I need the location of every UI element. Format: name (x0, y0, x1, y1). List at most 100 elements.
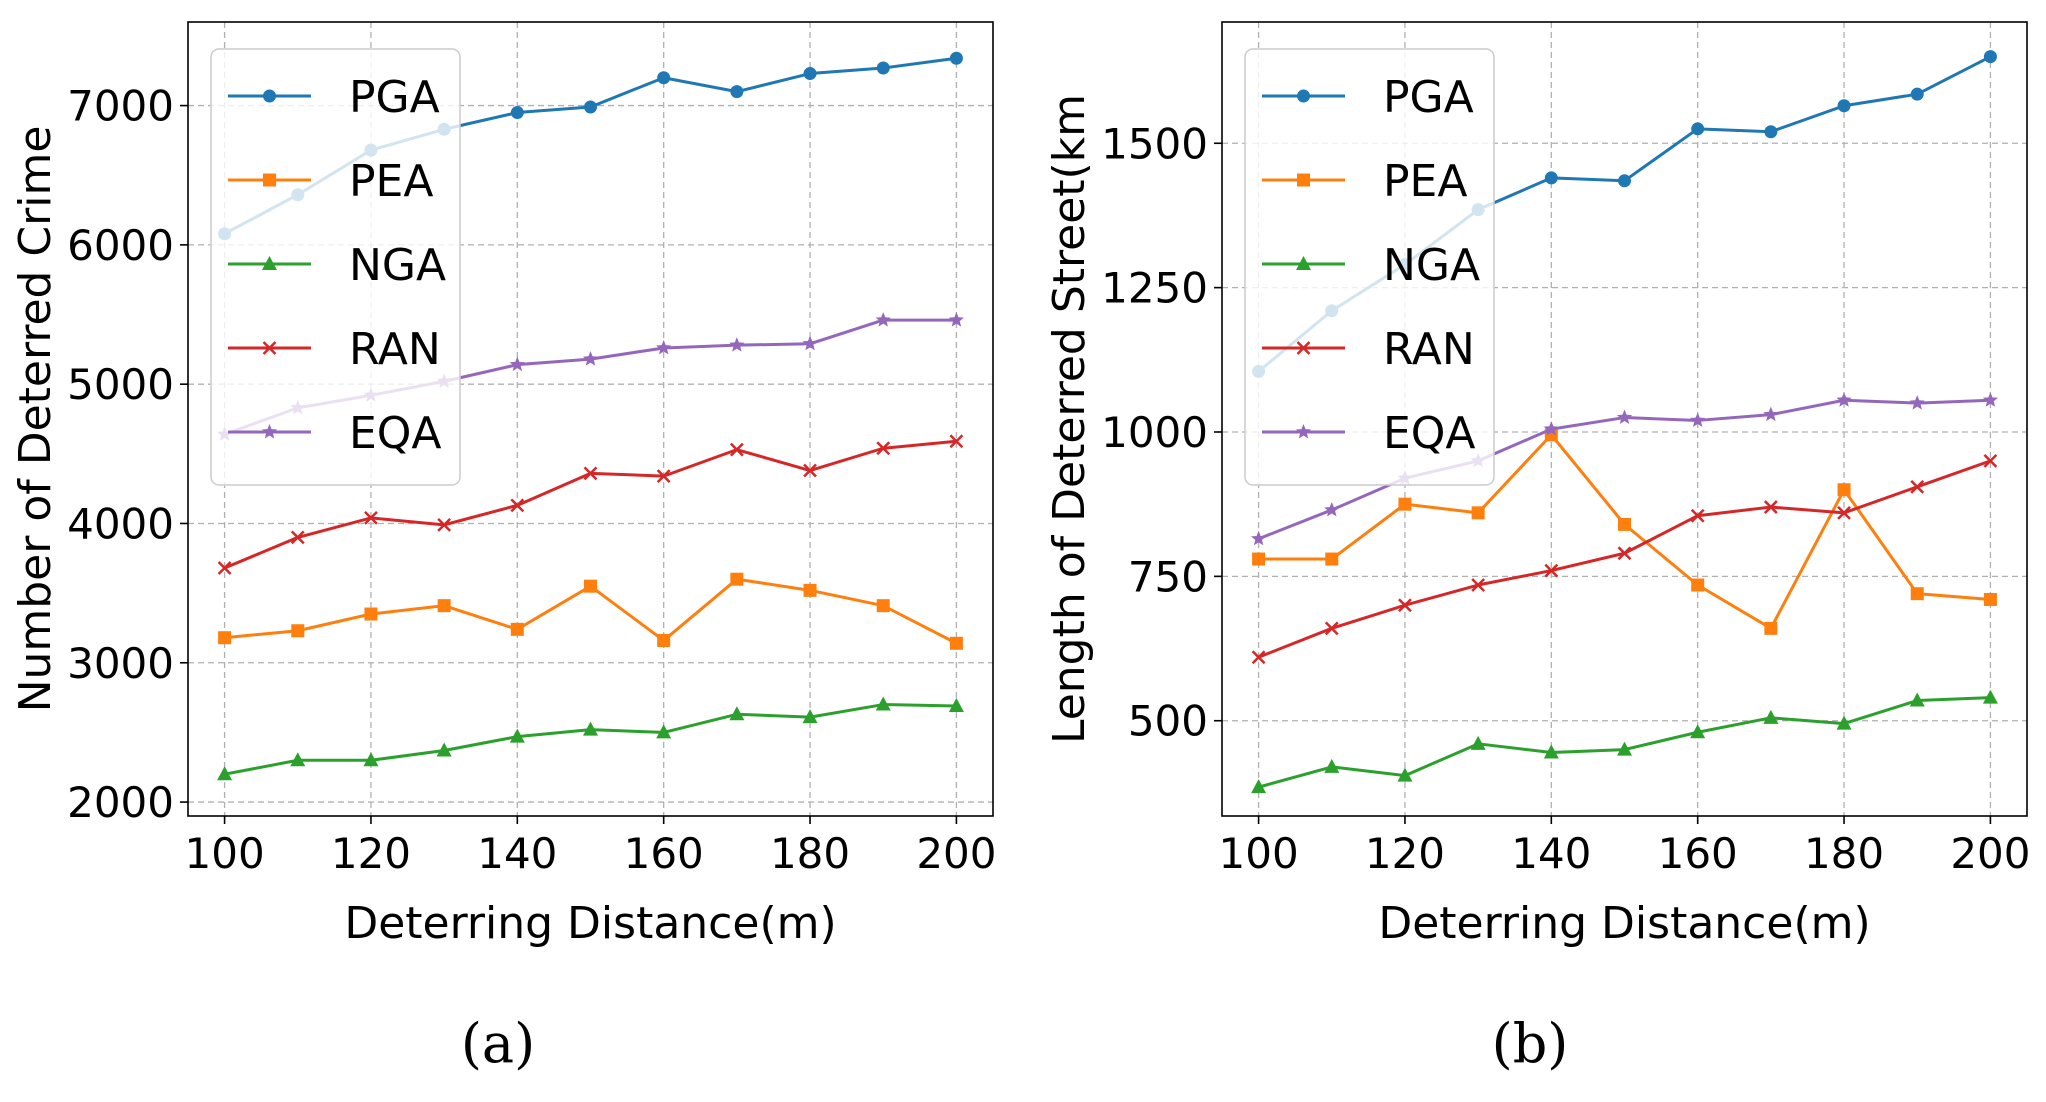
data-point-pea-b-8 (1837, 483, 1851, 497)
data-point-ran-b-5 (1617, 546, 1632, 561)
data-point-eqa-b-10 (1982, 392, 1999, 407)
data-point-pga-b-9 (1910, 87, 1924, 101)
data-point-pea-b-1 (1325, 552, 1339, 566)
data-point-ran-b-1 (1324, 621, 1339, 636)
x-tick-label-b-4: 180 (1804, 829, 1884, 878)
data-point-eqa-b-9 (1909, 395, 1925, 410)
chart-panel-b: PGA PEA NGA RAN EQA 100 120 140 160 180 200 500 750 1… (1044, 21, 2030, 949)
legend-marker-pga-a (263, 89, 276, 103)
data-point-pea-a-10 (949, 636, 963, 650)
data-point-pea-a-8 (803, 583, 817, 597)
x-tick-label-b-2: 140 (1511, 829, 1591, 878)
data-point-pea-b-6 (1691, 578, 1705, 592)
data-point-ran-a-0 (217, 561, 232, 575)
x-tick-label-b-3: 160 (1658, 829, 1738, 878)
data-point-pea-b-7 (1764, 621, 1778, 635)
data-point-ran-b-2 (1398, 598, 1412, 613)
data-point-pga-b-7 (1764, 125, 1778, 139)
data-point-pga-a-8 (803, 67, 817, 81)
data-point-pea-a-5 (584, 579, 597, 593)
data-point-nga-a-2 (363, 752, 379, 767)
y-tick-label-b-0: 500 (1128, 697, 1208, 746)
series-ran-b (1251, 453, 1998, 665)
data-point-ran-a-4 (510, 498, 525, 513)
data-point-pga-b-6 (1691, 122, 1705, 136)
data-point-ran-b-9 (1910, 479, 1925, 494)
chart-panel-a: PGA PEA NGA RAN EQA 100 120 140 160 180 200 2000 300… (10, 21, 996, 949)
y-tick-label-b-3: 1250 (1101, 264, 1208, 313)
data-point-ran-b-10 (1983, 453, 1998, 468)
grid-a (188, 22, 993, 816)
data-point-pea-a-1 (291, 624, 305, 638)
series-nga-b (1251, 689, 1998, 794)
data-point-ran-b-3 (1471, 578, 1486, 592)
legend-marker-nga-a (262, 256, 277, 270)
data-point-nga-b-1 (1324, 758, 1340, 773)
plot-frame-a (187, 21, 994, 817)
series-ran-a (217, 434, 964, 575)
series-line-nga-a (224, 703, 957, 776)
data-point-pea-a-0 (218, 631, 232, 645)
data-point-pea-a-9 (876, 599, 890, 613)
panel-label-a: (a) (461, 1012, 535, 1075)
data-point-eqa-a-6 (656, 339, 672, 355)
data-point-ran-b-4 (1544, 563, 1559, 578)
data-point-pga-a-5 (584, 100, 597, 114)
data-point-nga-b-9 (1909, 692, 1925, 707)
legend-label-nga-a: NGA (349, 240, 446, 291)
data-point-pga-b-5 (1618, 174, 1631, 188)
data-point-pea-b-9 (1910, 587, 1924, 601)
legend-label-pga-b: PGA (1383, 72, 1474, 123)
data-point-nga-b-8 (1836, 715, 1852, 730)
legend-marker-ran-b (1296, 341, 1311, 355)
data-point-nga-a-10 (948, 697, 964, 712)
data-point-pga-a-6 (657, 71, 671, 85)
data-point-pga-a-10 (949, 51, 963, 65)
data-point-eqa-a-7 (729, 337, 745, 352)
y-tick-label-a-0: 2000 (67, 778, 174, 827)
y-tick-label-a-2: 4000 (67, 499, 174, 548)
legend-label-eqa-b: EQA (1383, 408, 1476, 459)
data-point-nga-a-3 (436, 742, 452, 757)
data-point-eqa-a-4 (509, 356, 525, 372)
data-point-nga-b-0 (1251, 779, 1267, 794)
data-point-nga-a-9 (875, 696, 891, 711)
x-tick-label-a-0: 100 (185, 829, 265, 878)
data-point-eqa-b-4 (1543, 421, 1559, 436)
plot-frame-b (1221, 21, 2028, 817)
series-pea-a (218, 572, 963, 650)
x-tick-label-a-1: 120 (331, 829, 411, 878)
legend-label-pga-a: PGA (349, 72, 440, 123)
legend-a: PGA PEA NGA RAN EQA (210, 48, 461, 486)
data-point-nga-b-7 (1763, 709, 1779, 724)
data-point-ran-a-5 (583, 466, 598, 481)
data-point-nga-a-5 (583, 721, 598, 736)
data-point-eqa-b-6 (1690, 412, 1706, 427)
data-point-eqa-b-1 (1324, 501, 1340, 517)
data-point-pga-a-7 (730, 85, 744, 99)
x-tick-label-a-2: 140 (477, 829, 557, 878)
legend-box-a (210, 48, 461, 486)
data-point-nga-a-6 (656, 724, 672, 739)
y-axis-label-a: Number of Deterred Crime (10, 126, 61, 713)
legend-box-b (1244, 48, 1495, 486)
y-tick-label-a-3: 5000 (67, 360, 174, 409)
legend-marker-ran-a (262, 341, 277, 355)
data-point-pea-a-4 (510, 622, 524, 636)
data-point-nga-b-5 (1617, 741, 1632, 756)
panel-label-b: (b) (1492, 1012, 1569, 1075)
data-point-eqa-a-8 (802, 335, 818, 351)
legend-label-nga-b: NGA (1383, 240, 1480, 291)
data-point-pea-b-10 (1983, 592, 1997, 606)
data-point-nga-a-0 (217, 766, 233, 781)
data-point-ran-a-1 (290, 530, 305, 545)
y-tick-label-b-2: 1000 (1101, 408, 1208, 457)
data-point-ran-a-8 (803, 463, 817, 478)
data-point-ran-a-2 (364, 511, 378, 525)
legend-marker-nga-b (1296, 256, 1311, 270)
data-point-pea-a-7 (730, 572, 744, 586)
x-tick-label-a-5: 200 (916, 829, 996, 878)
legend-label-eqa-a: EQA (349, 408, 442, 459)
y-tick-label-a-1: 3000 (67, 639, 174, 688)
